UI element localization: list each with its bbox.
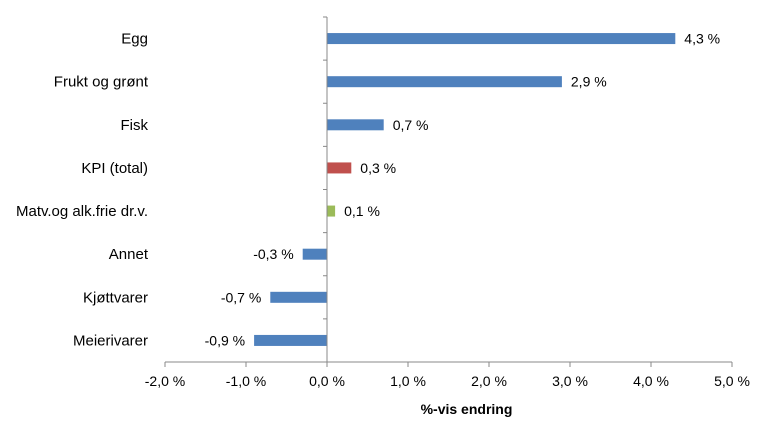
x-tick-label: -2,0 % (145, 373, 185, 389)
data-labels: 4,3 % 2,9 % 0,7 % 0,3 % 0,1 % -0,3 % -0,7 % -0,… (205, 31, 720, 349)
category-labels: Egg Frukt og grønt Fisk KPI (total) Matv.og … (16, 31, 149, 350)
data-label: 0,1 % (344, 203, 380, 219)
data-label: 4,3 % (684, 31, 720, 47)
data-label: 0,7 % (393, 117, 429, 133)
x-axis-title: %-vis endring (421, 401, 513, 417)
x-tick-labels: -2,0 % -1,0 % 0,0 % 1,0 % 2,0 % 3,0 % 4,0 % 5,0… (145, 373, 750, 389)
bar-1 (327, 76, 562, 88)
category-label: Kjøttvarer (83, 289, 148, 306)
category-label: KPI (total) (81, 160, 148, 177)
bar-2 (327, 119, 384, 131)
data-label: 2,9 % (571, 74, 607, 90)
bar-3 (327, 162, 352, 174)
category-label: Fisk (121, 117, 149, 134)
data-label: -0,3 % (253, 246, 293, 262)
bar-6 (270, 291, 327, 303)
x-tick-label: -1,0 % (226, 373, 266, 389)
data-label: 0,3 % (360, 160, 396, 176)
category-label: Meierivarer (73, 332, 148, 349)
bar-0 (327, 33, 676, 45)
category-label: Annet (109, 246, 149, 263)
x-tick-label: 4,0 % (633, 373, 669, 389)
data-label: -0,7 % (221, 289, 261, 305)
bar-7 (254, 334, 327, 346)
x-tick-label: 2,0 % (471, 373, 507, 389)
category-label: Frukt og grønt (54, 74, 149, 91)
category-label: Egg (121, 31, 148, 48)
category-label: Matv.og alk.frie dr.v. (16, 203, 148, 220)
x-tick-label: 1,0 % (390, 373, 426, 389)
x-tick-label: 5,0 % (714, 373, 750, 389)
axes-group (164, 16, 733, 367)
bar-5 (302, 248, 327, 260)
data-label: -0,9 % (205, 332, 245, 348)
bar-4 (327, 205, 336, 217)
bars-group (254, 33, 676, 346)
x-tick-label: 3,0 % (552, 373, 588, 389)
x-tick-label: 0,0 % (309, 373, 345, 389)
